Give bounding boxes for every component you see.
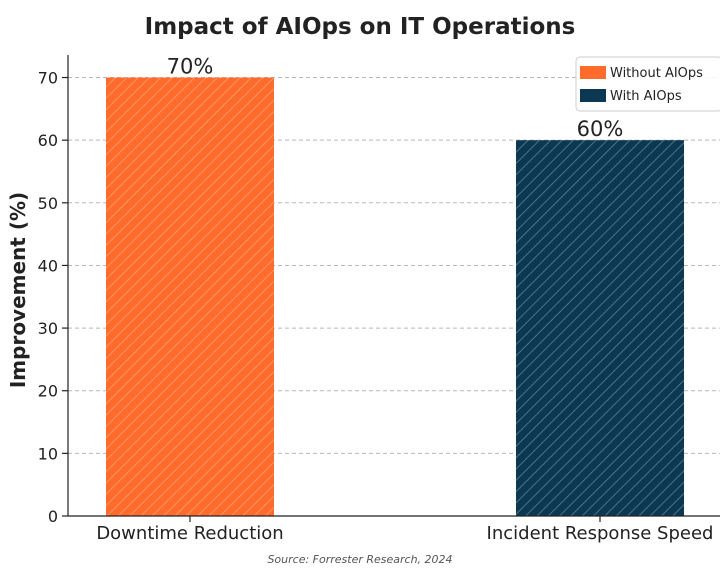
bar-hatch-0 [106,77,274,517]
x-tick-label: Downtime Reduction [96,523,283,544]
source-note: Source: Forrester Research, 2024 [267,553,452,566]
x-tick-label: Incident Response Speed [487,523,714,544]
legend-label-with-aiops: With AIOps [610,89,682,104]
y-tick-label: 0 [48,507,58,526]
y-tick-label: 40 [38,256,58,275]
legend-box [575,56,720,112]
legend: Without AIOps With AIOps [575,56,720,112]
data-label-1: 60% [577,117,624,141]
legend-swatch-without-aiops [580,66,606,79]
data-label-0: 70% [167,55,214,79]
x-axis-ticks: Downtime Reduction Incident Response Spee… [96,516,713,544]
y-axis-ticks: 0 10 20 30 40 50 60 70 [38,69,68,526]
y-tick-label: 50 [38,194,58,213]
bars [106,77,684,517]
y-tick-label: 60 [38,131,58,150]
y-tick-label: 20 [38,382,58,401]
bar-hatch-1 [516,140,684,516]
y-axis-label: Improvement (%) [6,192,30,388]
data-labels: 70% 60% [167,55,624,142]
chart-title: Impact of AIOps on IT Operations [145,14,576,40]
legend-swatch-with-aiops [580,89,606,102]
y-tick-label: 70 [38,69,58,88]
y-tick-label: 30 [38,319,58,338]
legend-label-without-aiops: Without AIOps [610,66,703,81]
y-tick-label: 10 [38,444,58,463]
